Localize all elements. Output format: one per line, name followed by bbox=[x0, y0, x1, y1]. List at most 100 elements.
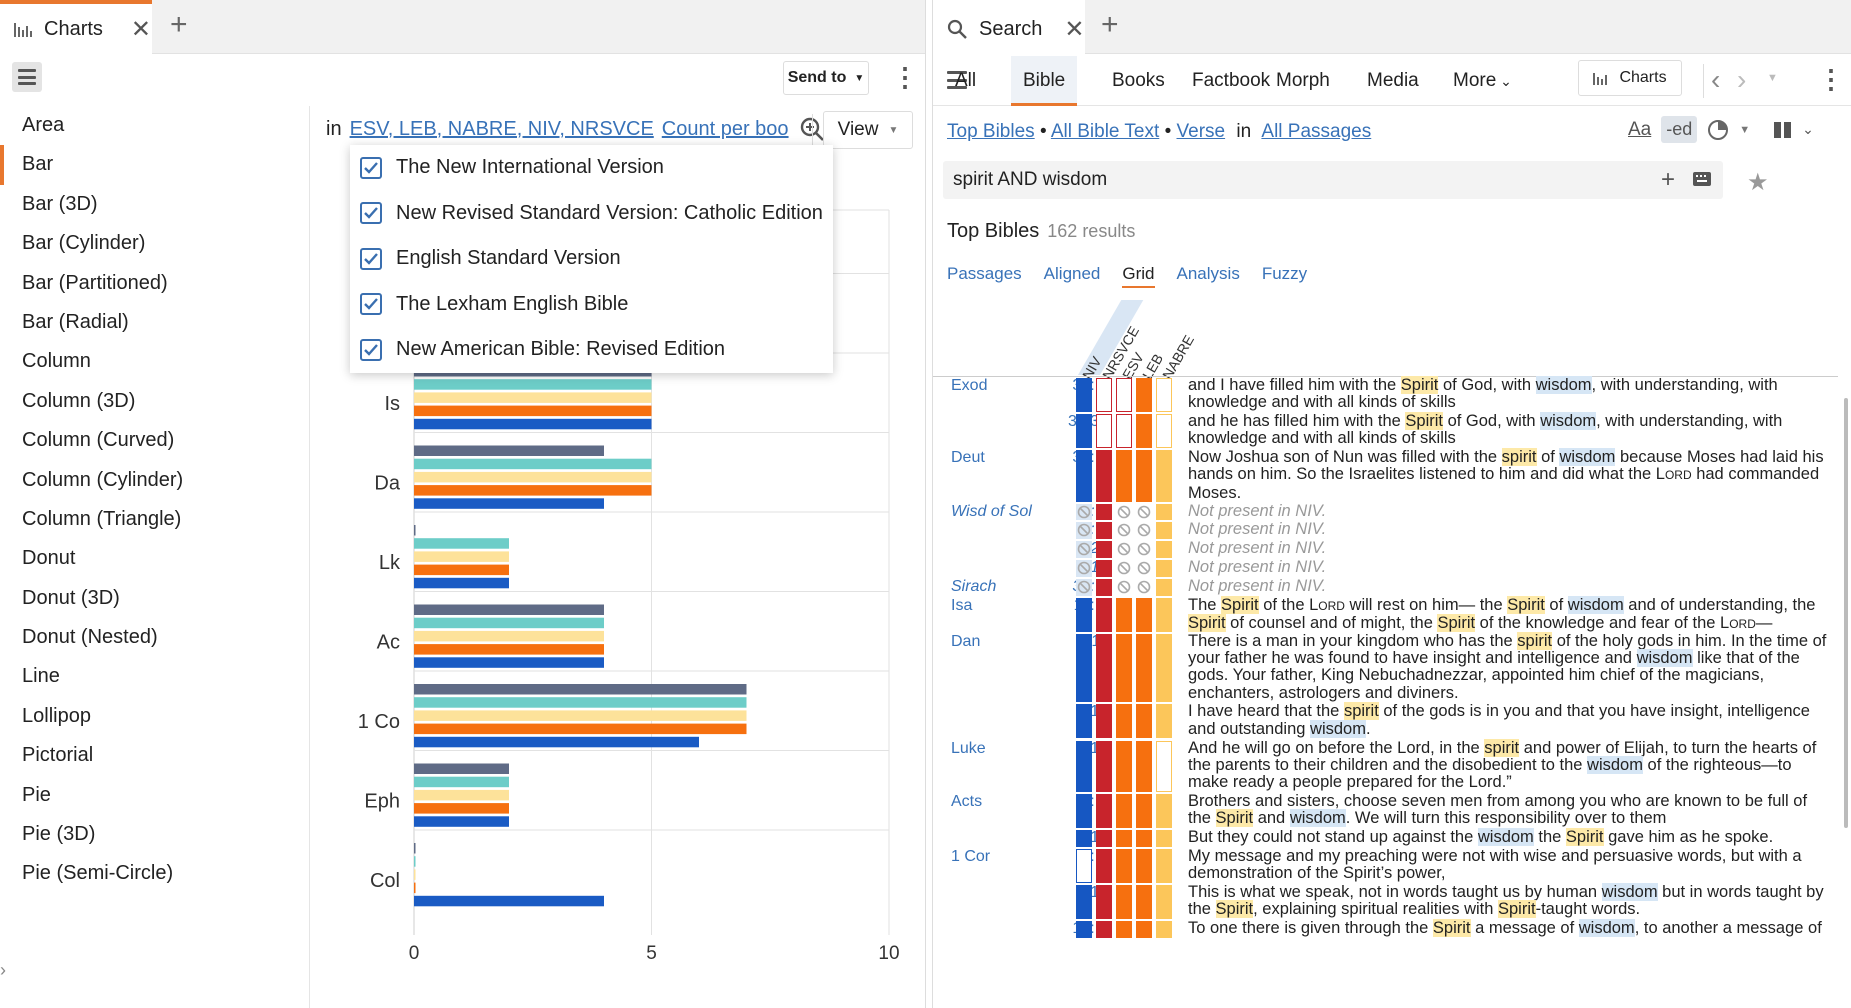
grid-row[interactable]: Acts 6: 3 Brothers and sisters, choose sev… bbox=[933, 792, 1851, 829]
chart-type-item[interactable]: Bar (Radial) bbox=[22, 310, 129, 333]
grid-row[interactable]: Dan 5:11 There is a man in your kingdom wh… bbox=[933, 631, 1851, 704]
checkbox-checked-icon[interactable] bbox=[360, 156, 382, 179]
chart-type-item[interactable]: Column (Triangle) bbox=[22, 507, 182, 530]
grid-row[interactable]: Wisd of Sol 1: 6 Not present in NIV. bbox=[933, 502, 1851, 522]
chart-type-item[interactable]: Area bbox=[22, 114, 65, 136]
tab-charts[interactable]: Charts ✕ bbox=[0, 0, 152, 54]
book-name[interactable]: Acts bbox=[951, 792, 983, 810]
chart-type-item[interactable]: Donut (3D) bbox=[22, 586, 120, 609]
version-option[interactable]: The New International Version bbox=[350, 145, 833, 191]
keyboard-icon[interactable] bbox=[1693, 172, 1711, 186]
subtab-analysis[interactable]: Analysis bbox=[1176, 264, 1240, 283]
send-to-button[interactable]: Send to ▼ bbox=[783, 61, 869, 95]
chart-type-item[interactable]: Bar (3D) bbox=[22, 192, 98, 215]
visual-filter-icon[interactable] bbox=[1707, 119, 1729, 141]
add-icon[interactable]: + bbox=[1660, 166, 1675, 193]
checkbox-checked-icon[interactable] bbox=[360, 293, 382, 316]
checkbox-checked-icon[interactable] bbox=[360, 247, 382, 270]
grid-row[interactable]: 22Not present in NIV. bbox=[933, 539, 1851, 559]
tab-search[interactable]: Search ✕ bbox=[933, 0, 1085, 54]
chart-type-item[interactable]: Bar (Cylinder) bbox=[22, 232, 146, 255]
grid-column-header[interactable]: NABRE bbox=[1159, 332, 1197, 382]
crumb-verse[interactable]: Verse bbox=[1176, 121, 1226, 142]
back-icon[interactable]: ‹ bbox=[1711, 64, 1721, 95]
match-case-toggle[interactable]: Aa bbox=[1628, 118, 1652, 140]
crumb-top-bibles[interactable]: Top Bibles bbox=[947, 121, 1035, 142]
favorite-star-icon[interactable]: ★ bbox=[1747, 169, 1769, 196]
grid-row[interactable]: 1 Cor 2: 4 My message and my preaching wer… bbox=[933, 847, 1851, 884]
chart-type-item[interactable]: Column (3D) bbox=[22, 389, 136, 412]
chart-type-item[interactable]: Column (Curved) bbox=[22, 429, 175, 452]
new-tab-icon[interactable]: + bbox=[1101, 8, 1119, 41]
chart-type-item[interactable]: Bar bbox=[0, 145, 309, 185]
grid-row[interactable]: 13This is what we speak, not in words ta… bbox=[933, 882, 1851, 920]
columns-icon[interactable] bbox=[1774, 121, 1792, 139]
nav-tab-more[interactable]: More ⌄ bbox=[1441, 56, 1524, 106]
nav-tab-all[interactable]: All bbox=[943, 56, 988, 106]
book-name[interactable]: Isa bbox=[951, 596, 973, 614]
versions-link[interactable]: ESV, LEB, NABRE, NIV, NRSVCE bbox=[349, 117, 654, 140]
book-name[interactable]: Sirach bbox=[951, 577, 997, 595]
crumb-all-passages[interactable]: All Passages bbox=[1261, 121, 1372, 142]
more-options-icon[interactable]: ⋮ bbox=[892, 62, 918, 92]
nav-tab-factbook[interactable]: Factbook bbox=[1180, 56, 1282, 106]
grid-row[interactable]: 10But they could not stand up against th… bbox=[933, 828, 1851, 848]
view-button[interactable]: View ▼ bbox=[823, 111, 913, 149]
chart-type-item[interactable]: Bar (Partitioned) bbox=[22, 271, 168, 294]
chart-type-item[interactable]: Lollipop bbox=[22, 704, 91, 727]
book-name[interactable]: Deut bbox=[951, 449, 985, 467]
book-name[interactable]: Luke bbox=[951, 739, 986, 757]
version-option[interactable]: New American Bible: Revised Edition bbox=[350, 327, 833, 373]
close-tab-icon[interactable]: ✕ bbox=[1064, 15, 1085, 43]
count-per-book-link[interactable]: Count per boo bbox=[661, 117, 789, 140]
chart-type-item[interactable]: Pictorial bbox=[22, 744, 94, 767]
scrollbar[interactable] bbox=[1844, 398, 1848, 828]
version-option[interactable]: English Standard Version bbox=[350, 236, 833, 282]
subtab-passages[interactable]: Passages bbox=[947, 264, 1022, 283]
book-name[interactable]: Exod bbox=[951, 377, 988, 394]
book-name[interactable]: Dan bbox=[951, 632, 981, 650]
grid-row[interactable]: 35:31and he has filled him with the Spir… bbox=[933, 412, 1851, 449]
book-name[interactable]: 1 Cor bbox=[951, 847, 991, 865]
chevron-down-icon[interactable]: ⌄ bbox=[1802, 121, 1814, 137]
nav-tab-books[interactable]: Books bbox=[1100, 56, 1177, 106]
subtab-grid[interactable]: Grid bbox=[1122, 264, 1155, 288]
nav-tab-bible[interactable]: Bible bbox=[1011, 56, 1078, 106]
grid-row[interactable]: Luke 1:17 And he will go on before the Lor… bbox=[933, 738, 1851, 793]
history-caret-icon[interactable]: ▼ bbox=[1767, 72, 1778, 84]
more-options-icon[interactable]: ⋮ bbox=[1818, 64, 1844, 94]
forward-icon[interactable]: › bbox=[1737, 64, 1747, 95]
subtab-fuzzy[interactable]: Fuzzy bbox=[1261, 264, 1308, 283]
grid-row[interactable]: 12: 8To one there is given through the S… bbox=[933, 919, 1851, 939]
menu-icon[interactable] bbox=[12, 62, 42, 92]
word-forms-toggle[interactable]: -ed bbox=[1661, 116, 1698, 143]
version-option[interactable]: The Lexham English Bible bbox=[350, 282, 833, 328]
chart-type-item[interactable]: Column bbox=[22, 350, 91, 373]
new-tab-icon[interactable]: + bbox=[170, 8, 188, 41]
nav-tab-media[interactable]: Media bbox=[1355, 56, 1431, 106]
grid-row[interactable]: Exod31: 3and I have filled him with the … bbox=[933, 376, 1851, 413]
grid-row[interactable]: 14I have heard that the spirit of the go… bbox=[933, 702, 1851, 739]
grid-row[interactable]: 9:17 Not present in NIV. bbox=[933, 558, 1851, 578]
close-tab-icon[interactable]: ✕ bbox=[130, 15, 152, 43]
chart-type-item[interactable]: Column (Cylinder) bbox=[22, 468, 184, 491]
version-option[interactable]: New Revised Standard Version: Catholic E… bbox=[350, 191, 833, 237]
chart-type-item[interactable]: Line bbox=[22, 665, 60, 688]
checkbox-checked-icon[interactable] bbox=[360, 202, 382, 225]
crumb-all-bible-text[interactable]: All Bible Text bbox=[1050, 121, 1160, 142]
grid-row[interactable]: 7: 7 Not present in NIV. bbox=[933, 521, 1851, 540]
grid-row[interactable]: Deut34: 9Now Joshua son of Nun was fille… bbox=[933, 448, 1851, 502]
chart-type-item[interactable]: Donut (Nested) bbox=[22, 626, 158, 649]
menu-icon[interactable] bbox=[947, 71, 967, 89]
checkbox-checked-icon[interactable] bbox=[360, 338, 382, 361]
grid-row[interactable]: Isa11: 2The Spirit of the Lord will rest… bbox=[933, 595, 1851, 633]
search-input[interactable]: spirit AND wisdom + bbox=[943, 161, 1723, 199]
nav-tab-morph[interactable]: Morph bbox=[1264, 56, 1342, 106]
chart-type-item[interactable]: Pie (3D) bbox=[22, 823, 96, 846]
caret-down-icon[interactable]: ▼ bbox=[1739, 123, 1751, 136]
subtab-aligned[interactable]: Aligned bbox=[1043, 264, 1101, 283]
chart-type-item[interactable]: Pie bbox=[22, 783, 51, 806]
chart-type-item[interactable]: Donut bbox=[22, 547, 76, 570]
chevron-right-icon[interactable]: › bbox=[0, 960, 6, 980]
